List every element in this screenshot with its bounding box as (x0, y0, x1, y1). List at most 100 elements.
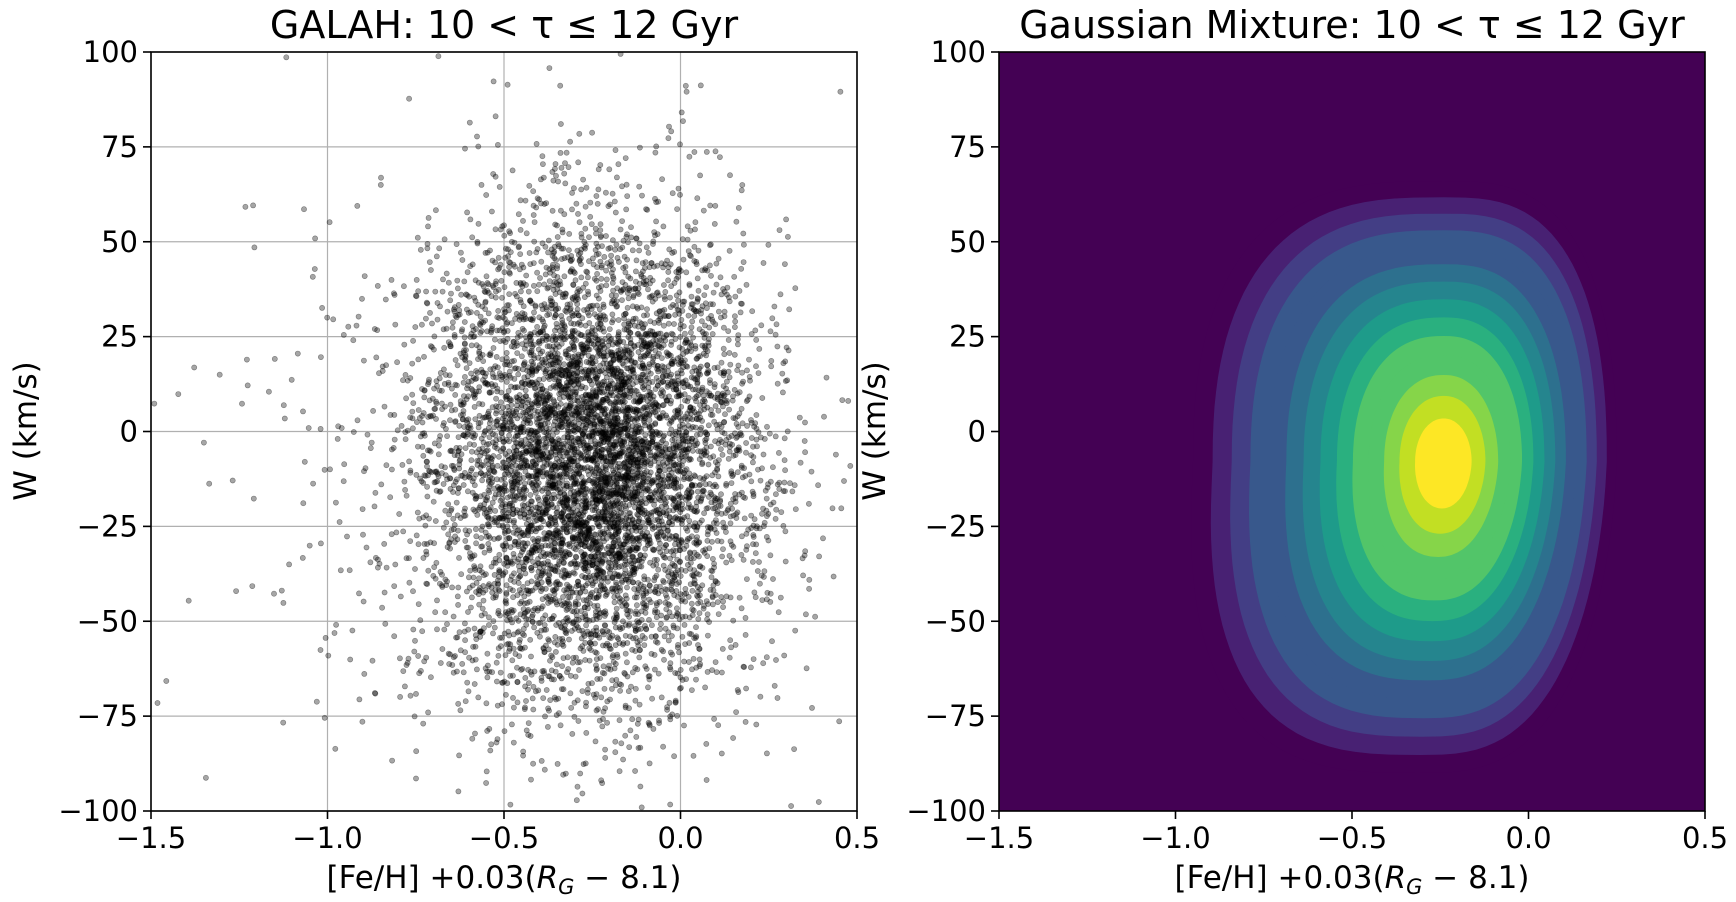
scatter-point (544, 343, 551, 350)
scatter-point (704, 537, 711, 544)
scatter-point (432, 288, 439, 295)
scatter-point (503, 554, 510, 561)
scatter-point (710, 318, 716, 325)
scatter-point (524, 463, 530, 470)
scatter-point (558, 121, 564, 127)
scatter-point (815, 799, 822, 805)
scatter-point (613, 395, 620, 401)
scatter-point (621, 326, 628, 333)
scatter-point (718, 750, 725, 757)
scatter-point (688, 600, 695, 607)
scatter-point (516, 456, 522, 463)
scatter-point (570, 512, 577, 518)
scatter-point (677, 191, 683, 198)
scatter-point (583, 398, 590, 405)
scatter-point (686, 659, 692, 665)
scatter-point (443, 270, 450, 277)
scatter-point (639, 360, 646, 367)
scatter-point (586, 320, 593, 326)
scatter-point (800, 572, 806, 579)
scatter-point (609, 190, 616, 197)
scatter-point (447, 343, 454, 350)
scatter-point (588, 630, 595, 637)
scatter-point (774, 481, 781, 488)
scatter-point (475, 694, 482, 701)
scatter-point (660, 562, 667, 569)
scatter-point (640, 477, 646, 484)
scatter-point (630, 303, 636, 310)
scatter-point (559, 372, 566, 379)
scatter-point (336, 519, 343, 525)
scatter-point (545, 284, 552, 291)
scatter-point (678, 109, 685, 116)
scatter-point (469, 261, 476, 268)
scatter-point (531, 538, 538, 545)
scatter-point (619, 244, 626, 251)
scatter-point (746, 356, 752, 363)
scatter-point (755, 370, 762, 376)
scatter-point (423, 548, 430, 555)
scatter-point (704, 531, 711, 538)
scatter-point (450, 613, 457, 620)
scatter-point (674, 712, 681, 719)
scatter-title: GALAH: 10 < τ ≤ 12 Gyr (270, 3, 739, 47)
scatter-point (603, 276, 610, 283)
scatter-point (634, 305, 641, 312)
scatter-point (691, 243, 698, 250)
scatter-point (631, 387, 638, 394)
scatter-point (560, 560, 567, 566)
scatter-point (413, 748, 420, 755)
scatter-point (420, 479, 427, 486)
scatter-point (420, 555, 427, 561)
scatter-point (478, 535, 485, 541)
scatter-point (415, 541, 422, 548)
scatter-point (622, 155, 629, 161)
scatter-point (580, 480, 587, 486)
scatter-point (561, 211, 568, 218)
scatter-point (510, 695, 516, 701)
scatter-point (558, 164, 565, 171)
scatter-point (572, 391, 579, 398)
scatter-point (575, 718, 582, 724)
scatter-point (589, 559, 596, 565)
scatter-point (485, 583, 492, 589)
scatter-point (452, 381, 459, 388)
scatter-point (477, 329, 484, 336)
scatter-point (185, 597, 192, 604)
scatter-point (338, 425, 345, 431)
scatter-point (658, 646, 665, 653)
scatter-point (668, 582, 675, 589)
scatter-point (679, 633, 686, 640)
scatter-point (294, 350, 301, 357)
scatter-point (464, 269, 471, 276)
scatter-point (504, 559, 510, 566)
scatter-point (661, 633, 668, 640)
scatter-point (603, 189, 609, 196)
scatter-point (760, 451, 767, 458)
scatter-point (782, 467, 788, 474)
scatter-point (792, 285, 799, 292)
scatter-point (623, 206, 630, 213)
scatter-point (736, 594, 743, 601)
scatter-point (515, 617, 522, 624)
scatter-point (377, 181, 384, 188)
scatter-point (767, 501, 774, 508)
scatter-point (613, 241, 620, 248)
scatter-point (618, 419, 625, 426)
scatter-point (471, 625, 478, 632)
scatter-point (704, 370, 710, 376)
scatter-point (265, 388, 272, 395)
scatter-point (777, 291, 784, 298)
scatter-point (593, 505, 600, 512)
scatter-point (492, 594, 499, 601)
scatter-point (474, 369, 481, 376)
scatter-point (622, 650, 629, 657)
scatter-point (720, 286, 726, 292)
scatter-point (549, 615, 555, 622)
scatter-point (796, 414, 803, 421)
scatter-point (551, 639, 558, 646)
scatter-point (753, 336, 760, 343)
scatter-point (452, 653, 458, 659)
scatter-point (665, 135, 672, 142)
scatter-point (401, 683, 408, 690)
